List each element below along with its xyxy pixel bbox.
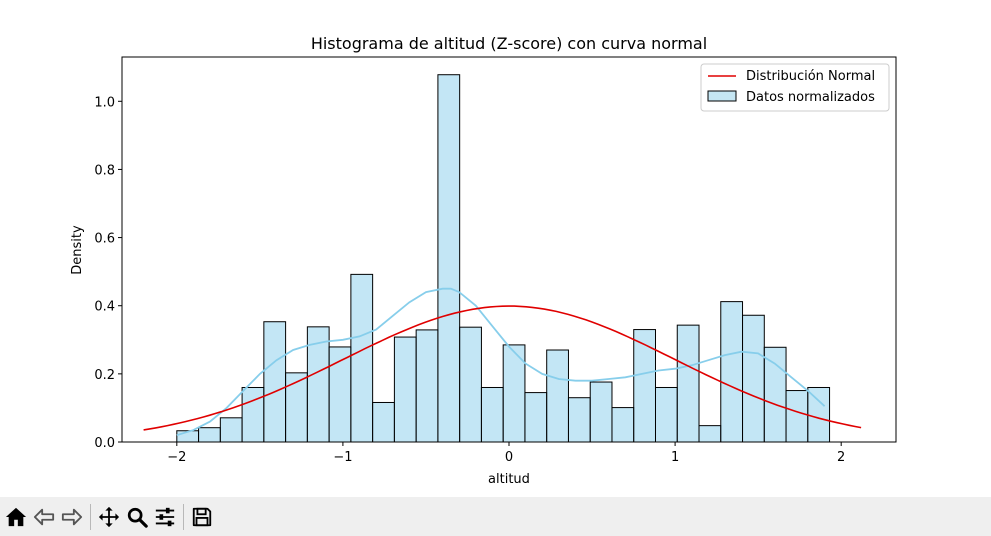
forward-icon (61, 508, 83, 525)
toolbar-separator (90, 503, 91, 530)
home-button[interactable] (2, 501, 30, 533)
histogram-bar (742, 314, 765, 443)
y-axis-label: Density (70, 225, 85, 275)
plot-area (143, 74, 862, 443)
histogram-bar (611, 407, 635, 443)
x-tick-label: 2 (837, 450, 845, 465)
histogram-bar (285, 372, 308, 443)
back-icon (33, 508, 55, 525)
histogram-bar (198, 427, 221, 443)
home-icon (5, 507, 27, 526)
x-tick-label: 1 (671, 450, 679, 465)
y-tick-label: 0.6 (94, 232, 115, 247)
histogram-bar (372, 401, 395, 443)
save-button[interactable] (188, 501, 216, 533)
toolbar (0, 497, 991, 536)
histogram-bar (698, 425, 722, 443)
y-tick-label: 0.2 (94, 368, 115, 383)
histogram-bar (633, 329, 656, 443)
y-ticks: 0.0 0.2 0.4 0.6 0.8 1.0 (94, 95, 122, 451)
legend: Distribución Normal Datos normalizados (700, 63, 890, 112)
histogram-chart: −2 −1 0 1 2 0.0 0.2 0.4 0.6 0.8 1.0 Histograma de… (70, 34, 897, 487)
x-tick-label: −1 (333, 450, 352, 465)
histogram-bar (589, 381, 613, 443)
histogram-bar (241, 386, 265, 443)
histogram-bar (763, 346, 787, 443)
kde-line (176, 287, 826, 437)
configure-subplots-icon (155, 507, 175, 526)
histogram-bar (676, 324, 700, 443)
y-tick-label: 0.8 (94, 163, 115, 178)
legend-label-data: Datos normalizados (746, 90, 875, 105)
histogram-bar (654, 386, 678, 443)
histogram-bar (437, 74, 461, 443)
histogram-bar (480, 386, 504, 443)
histogram-bar (720, 301, 744, 443)
histogram-bar (415, 329, 439, 443)
histogram-bar (546, 349, 569, 443)
histogram-bar (263, 321, 287, 443)
save-icon (192, 507, 212, 526)
histogram-bar (524, 392, 548, 443)
zoom-icon (127, 507, 148, 528)
back-button[interactable] (30, 501, 58, 533)
histogram-bar (785, 390, 809, 443)
histogram-bar (567, 397, 591, 443)
configure-subplots-button[interactable] (151, 501, 179, 533)
pan-button[interactable] (95, 501, 123, 533)
normal-distribution-line (143, 305, 862, 431)
pan-icon (98, 506, 120, 527)
toolbar-separator (183, 503, 184, 530)
figure: −2 −1 0 1 2 0.0 0.2 0.4 0.6 0.8 1.0 Histograma de… (70, 34, 897, 487)
legend-swatch-data (707, 90, 737, 102)
histogram-bar (459, 326, 482, 443)
histogram-bar (393, 336, 417, 443)
histogram-bar (350, 273, 374, 443)
histogram-bar (219, 417, 243, 443)
histogram-bar (807, 386, 831, 443)
legend-box (700, 63, 890, 112)
x-axis-label: altitud (488, 472, 530, 487)
x-tick-label: −2 (167, 450, 186, 465)
x-ticks: −2 −1 0 1 2 (167, 442, 845, 465)
chart-title: Histograma de altitud (Z-score) con curv… (311, 34, 707, 53)
zoom-button[interactable] (123, 501, 151, 533)
y-tick-label: 0.4 (94, 300, 115, 315)
legend-label-normal: Distribución Normal (746, 69, 875, 84)
y-tick-label: 0.0 (94, 436, 115, 451)
forward-button[interactable] (58, 501, 86, 533)
y-tick-label: 1.0 (94, 95, 115, 110)
x-tick-label: 0 (505, 450, 513, 465)
